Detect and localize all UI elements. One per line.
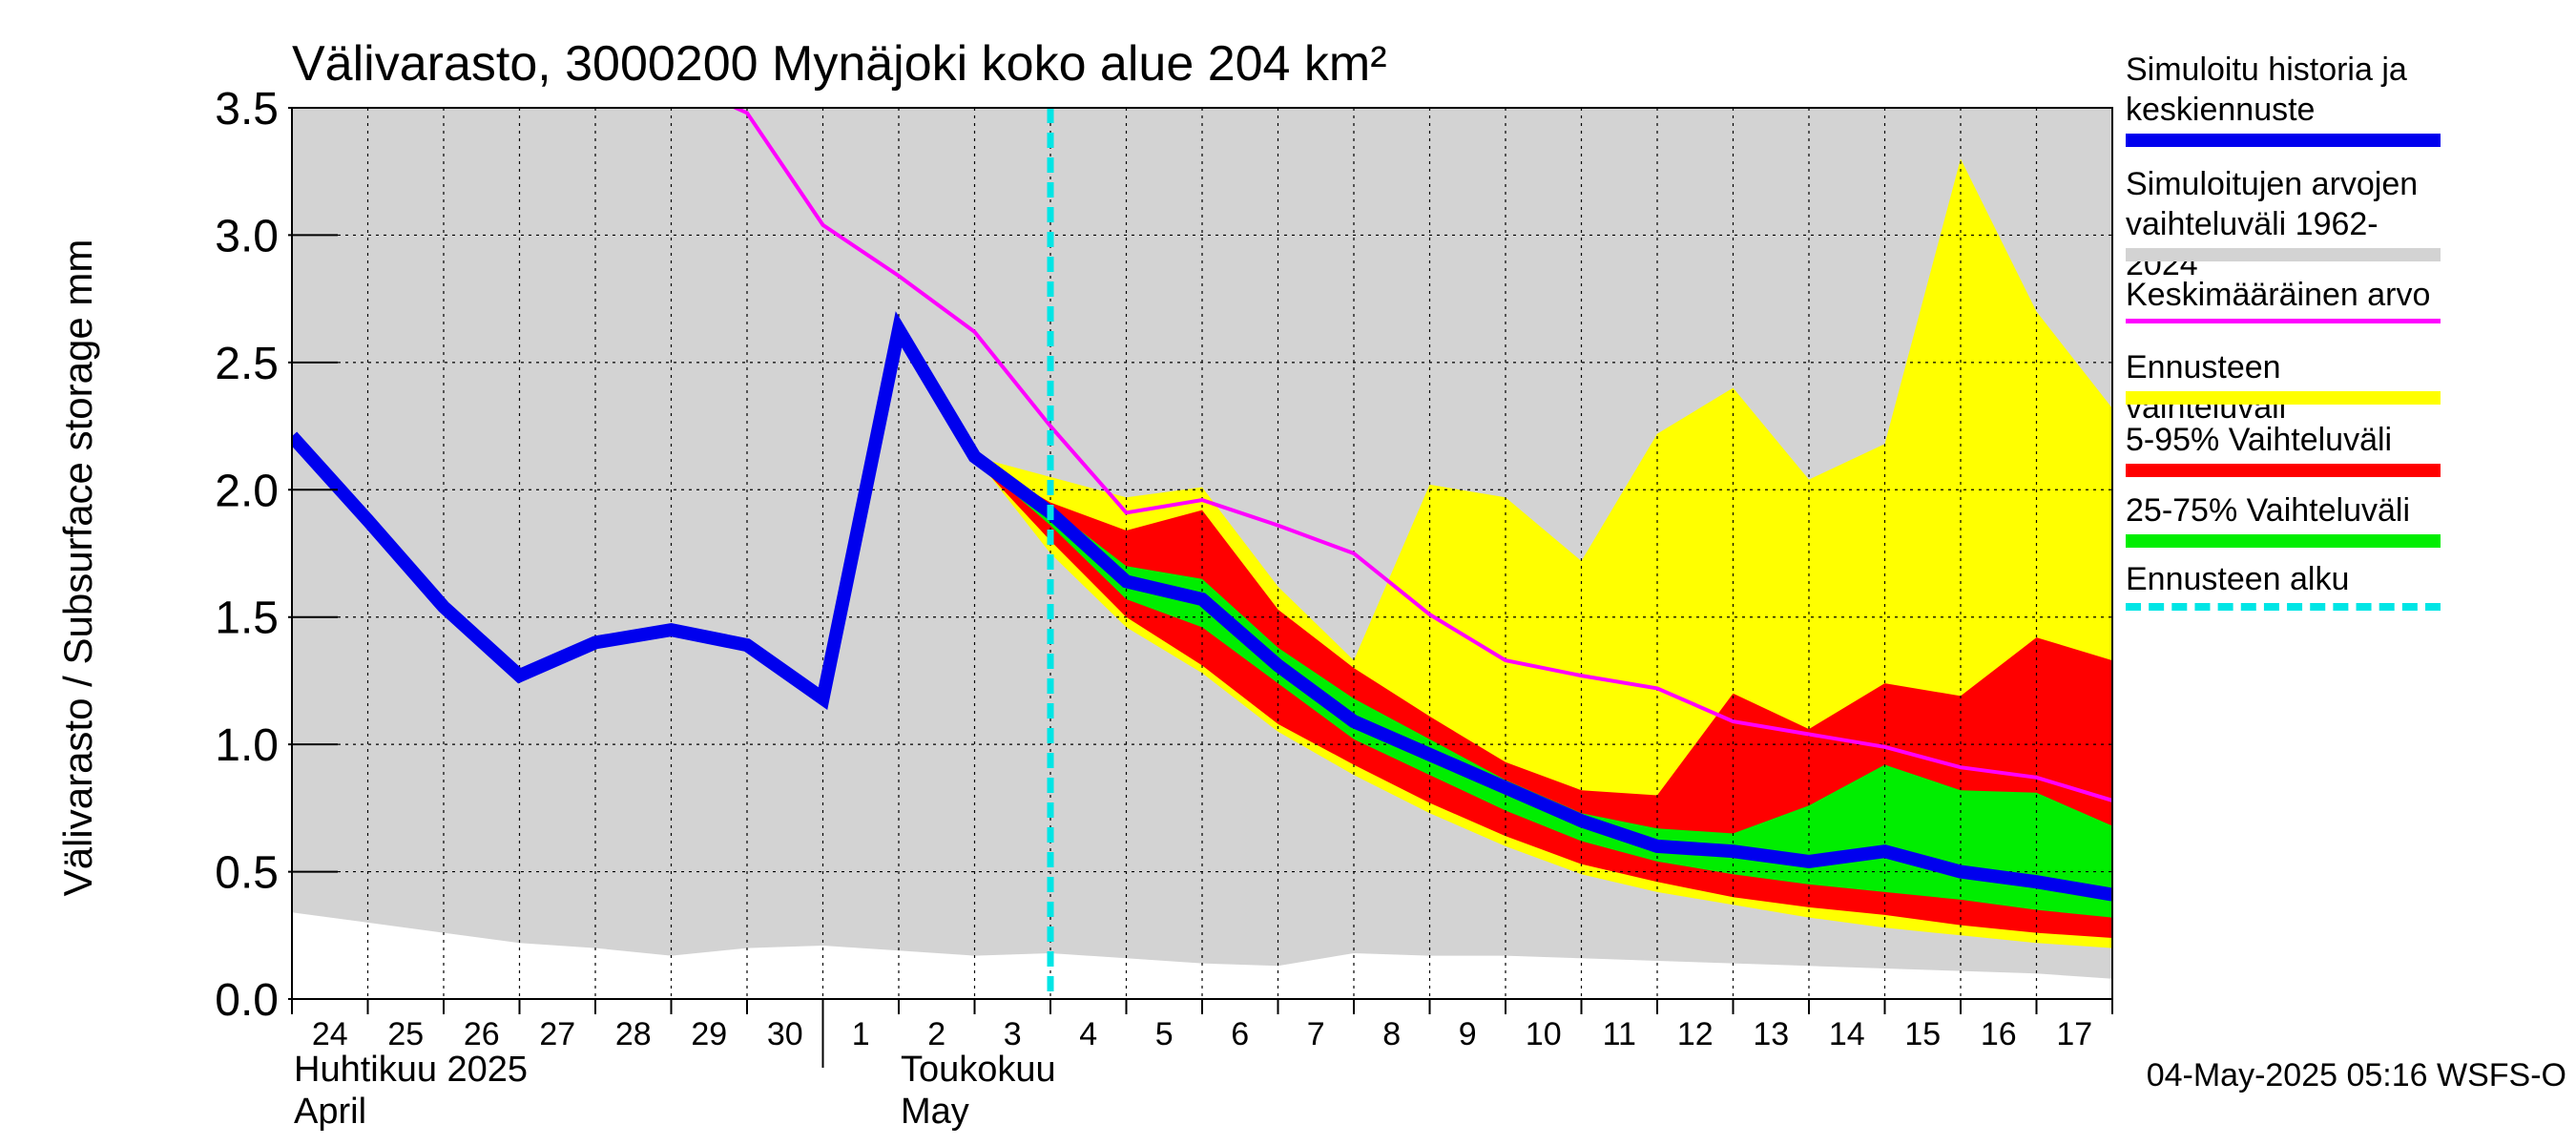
- legend-label: 5-95% Vaihteluväli: [2126, 422, 2393, 458]
- x-tick-label-1: 1: [852, 1016, 870, 1052]
- legend-swatch: [2126, 319, 2441, 323]
- y-tick-label-0: 0.0: [215, 975, 279, 1026]
- month-label-fi-0: Huhtikuu 2025: [294, 1050, 528, 1090]
- legend-item-3: Keskimääräinen arvo: [2126, 275, 2441, 323]
- x-tick-label-12: 12: [1677, 1016, 1714, 1052]
- series-line-simuloitu-historia-ja-keskiennuste: [292, 311, 2112, 902]
- y-tick-label-2: 1.0: [215, 720, 279, 771]
- legend-item-6: 25-75% Vaihteluväli: [2126, 490, 2441, 548]
- x-tick-label-10: 10: [1526, 1016, 1562, 1052]
- y-tick-label-3: 1.5: [215, 593, 279, 644]
- x-tick-label-8: 8: [1382, 1016, 1401, 1052]
- x-tick-label-5: 5: [1155, 1016, 1174, 1052]
- x-tick-label-26: 26: [464, 1016, 500, 1052]
- x-tick-label-16: 16: [1981, 1016, 2017, 1052]
- band-4-25-75-vaihteluv-li: [974, 459, 2112, 918]
- y-tick-label-6: 3.0: [215, 211, 279, 261]
- x-tick-label-27: 27: [539, 1016, 575, 1052]
- legend-label: Ennusteen alku: [2126, 561, 2350, 597]
- x-tick-label-3: 3: [1004, 1016, 1022, 1052]
- footer-timestamp: 04-May-2025 05:16 WSFS-O: [2146, 1057, 2566, 1093]
- legend-label: Simuloitu historia ja keskiennuste: [2126, 52, 2407, 128]
- x-tick-label-9: 9: [1459, 1016, 1477, 1052]
- y-axis-label: Välivarasto / Subsurface storage mm: [55, 239, 100, 897]
- legend-label: Keskimääräinen arvo: [2126, 277, 2431, 313]
- legend-label: Ennusteen vaihteluväli: [2126, 349, 2287, 426]
- x-tick-label-4: 4: [1079, 1016, 1097, 1052]
- month-label-en-0: April: [294, 1092, 366, 1132]
- legend-swatch: [2126, 248, 2441, 261]
- x-tick-label-13: 13: [1753, 1016, 1789, 1052]
- legend-swatch: [2126, 134, 2441, 147]
- x-tick-label-25: 25: [387, 1016, 424, 1052]
- y-tick-label-7: 3.5: [215, 84, 279, 135]
- x-tick-label-15: 15: [1904, 1016, 1941, 1052]
- month-label-fi-1: Toukokuu: [901, 1050, 1056, 1090]
- x-tick-label-2: 2: [927, 1016, 945, 1052]
- legend-item-4: Ennusteen vaihteluväli: [2126, 347, 2441, 427]
- legend-swatch: [2126, 603, 2441, 611]
- series-line-keskim-r-inen-arvo: [731, 108, 2112, 802]
- plot-clip-group: [292, 108, 2112, 999]
- plot-area: [292, 108, 2112, 999]
- legend-item-5: 5-95% Vaihteluväli: [2126, 420, 2441, 477]
- legend-label: Simuloitujen arvojen vaihteluväli 1962-2…: [2126, 166, 2419, 282]
- axis-layer: 0.00.51.01.52.02.53.03.524 25 26 27 28 29 30 1 2…: [215, 84, 2113, 1132]
- x-tick-label-7: 7: [1307, 1016, 1325, 1052]
- legend-swatch: [2126, 391, 2441, 405]
- x-tick-label-6: 6: [1231, 1016, 1249, 1052]
- x-tick-label-28: 28: [615, 1016, 652, 1052]
- y-tick-label-4: 2.0: [215, 466, 279, 516]
- y-tick-label-1: 0.5: [215, 848, 279, 899]
- month-label-en-1: May: [901, 1092, 969, 1132]
- legend-swatch: [2126, 464, 2441, 477]
- x-tick-label-14: 14: [1829, 1016, 1865, 1052]
- x-tick-label-24: 24: [312, 1016, 348, 1052]
- legend-item-7: Ennusteen alku: [2126, 559, 2441, 611]
- y-tick-label-5: 2.5: [215, 339, 279, 389]
- x-tick-label-30: 30: [767, 1016, 803, 1052]
- x-tick-label-17: 17: [2056, 1016, 2092, 1052]
- chart-title: Välivarasto, 3000200 Mynäjoki koko alue …: [292, 36, 1387, 92]
- legend-item-1: Simuloitu historia ja keskiennuste: [2126, 50, 2441, 147]
- legend-item-2: Simuloitujen arvojen vaihteluväli 1962-2…: [2126, 164, 2441, 284]
- x-tick-label-29: 29: [691, 1016, 727, 1052]
- legend-label: 25-75% Vaihteluväli: [2126, 492, 2410, 529]
- x-tick-label-11: 11: [1603, 1016, 1636, 1052]
- legend-swatch: [2126, 534, 2441, 548]
